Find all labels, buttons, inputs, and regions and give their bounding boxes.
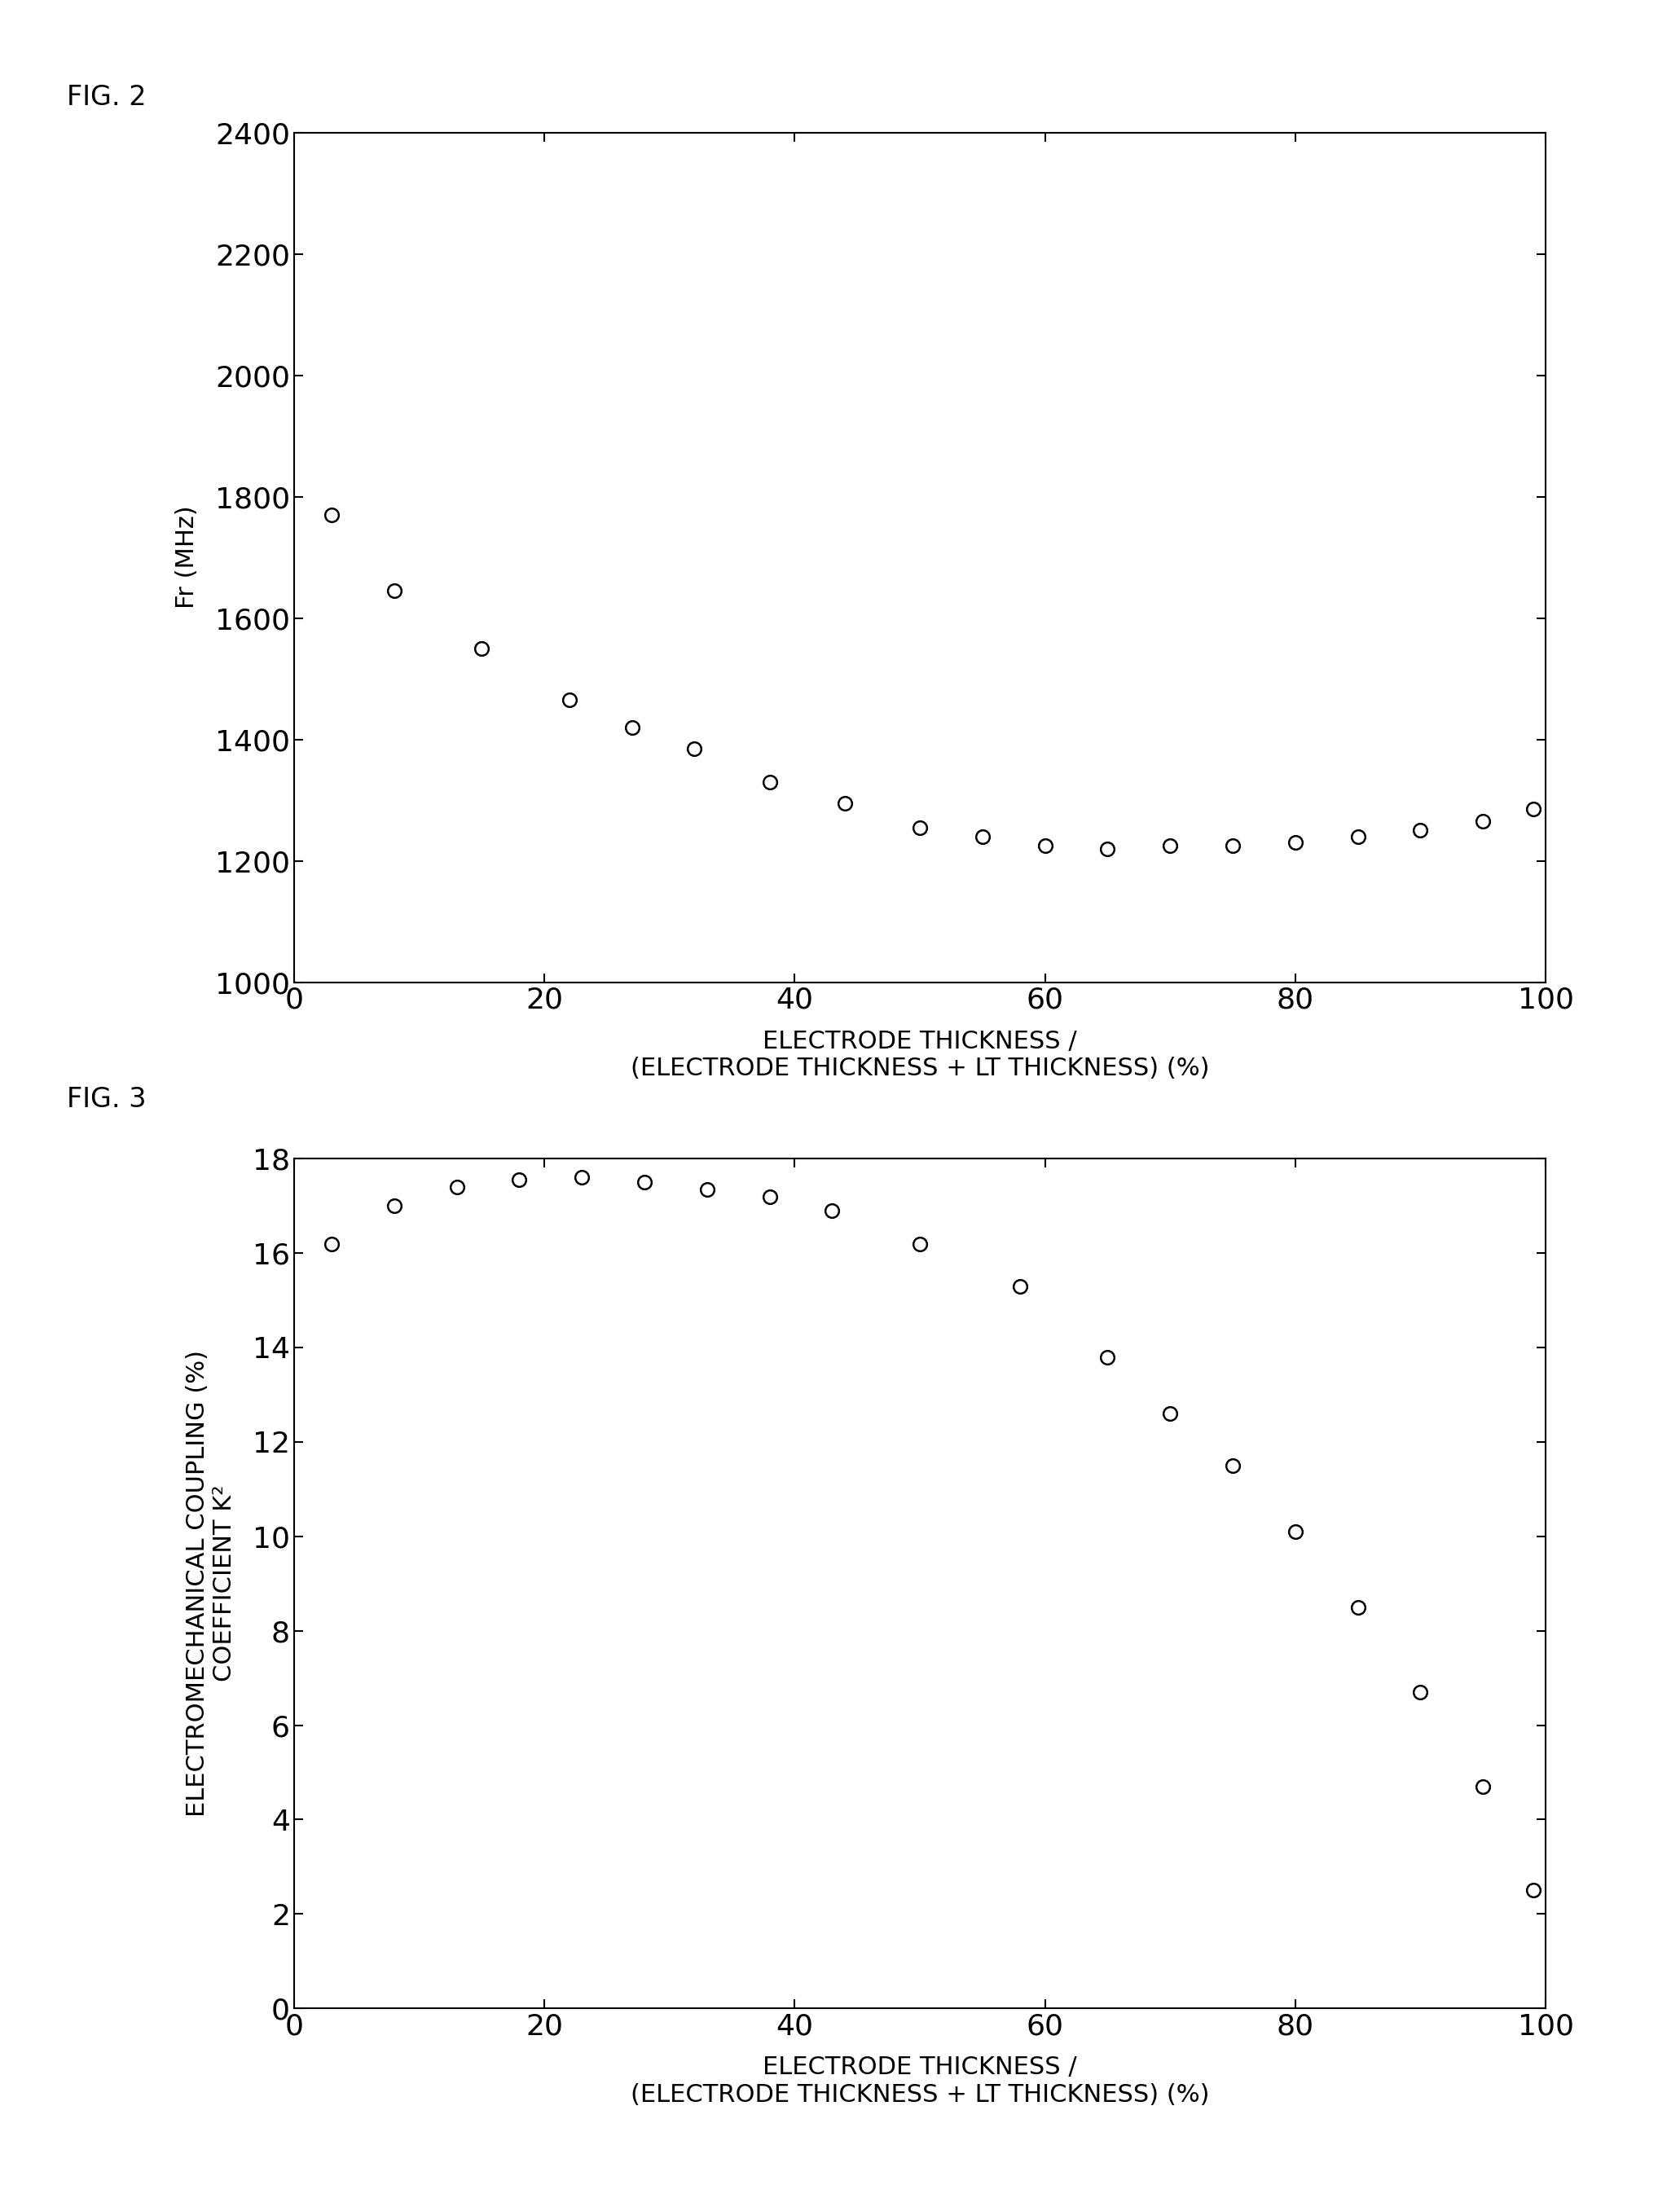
Y-axis label: Fr (MHz): Fr (MHz) — [175, 505, 200, 609]
Text: FIG. 2: FIG. 2 — [67, 84, 146, 110]
Text: FIG. 3: FIG. 3 — [67, 1086, 146, 1112]
X-axis label: ELECTRODE THICKNESS /
(ELECTRODE THICKNESS + LT THICKNESS) (%): ELECTRODE THICKNESS / (ELECTRODE THICKNE… — [630, 1031, 1210, 1081]
Y-axis label: ELECTROMECHANICAL COUPLING (%)
COEFFICIENT K²: ELECTROMECHANICAL COUPLING (%) COEFFICIE… — [185, 1351, 237, 1816]
X-axis label: ELECTRODE THICKNESS /
(ELECTRODE THICKNESS + LT THICKNESS) (%): ELECTRODE THICKNESS / (ELECTRODE THICKNE… — [630, 2057, 1210, 2108]
